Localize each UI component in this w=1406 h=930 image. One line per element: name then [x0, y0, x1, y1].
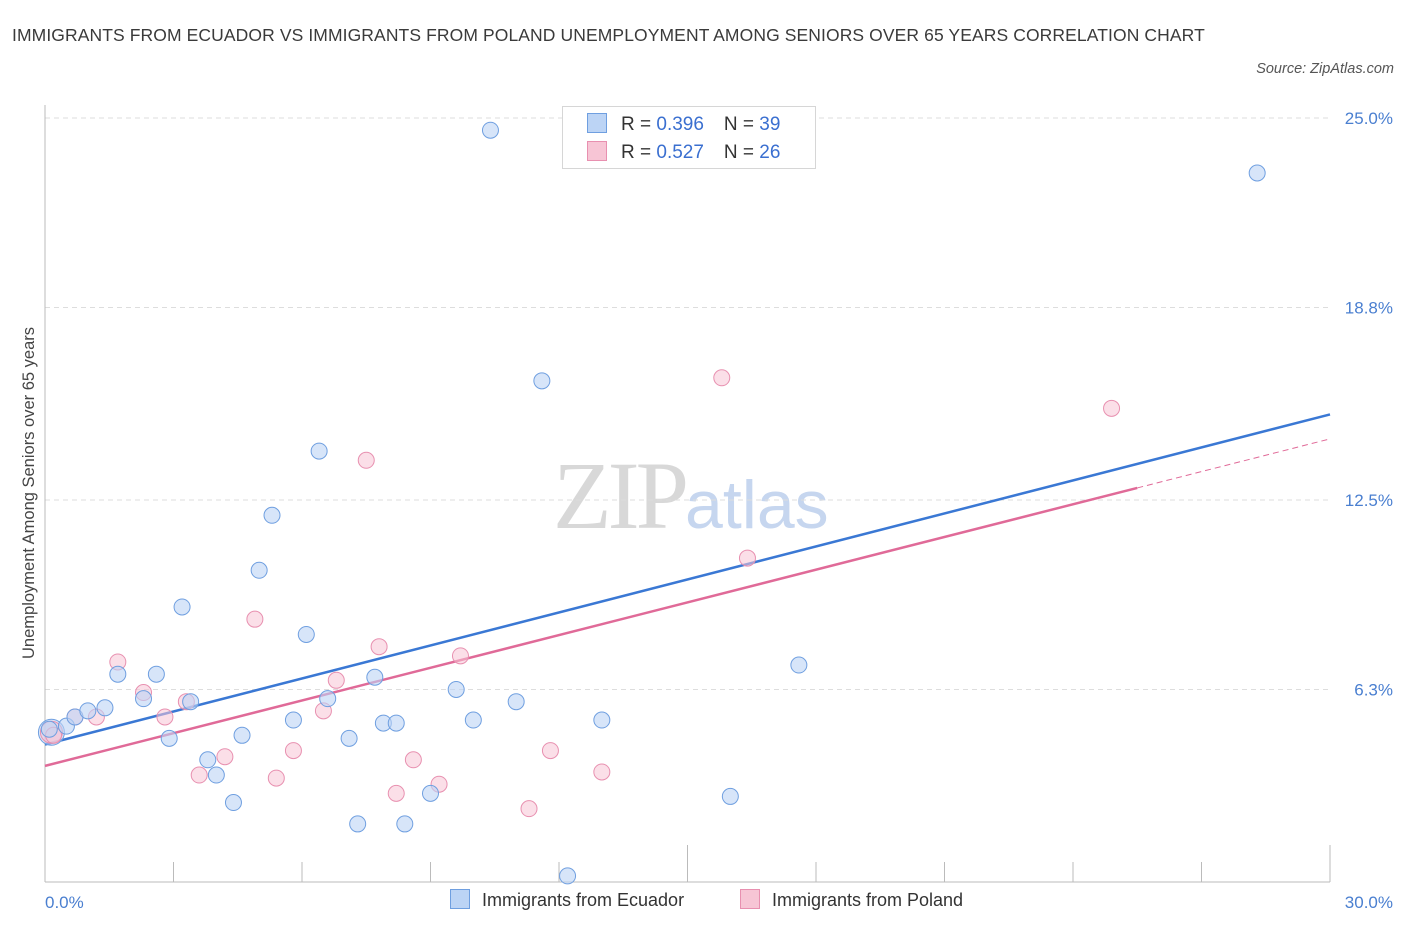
- data-point-ecuador: [173, 598, 191, 616]
- axes: [44, 105, 1331, 883]
- legend-n-label: N =: [723, 142, 760, 163]
- data-point-ecuador: [233, 726, 251, 744]
- data-point-ecuador: [366, 668, 384, 686]
- data-point-poland: [520, 800, 538, 818]
- legend-item-poland[interactable]: Immigrants from Poland: [740, 889, 963, 911]
- data-point-ecuador: [96, 699, 114, 717]
- data-point-ecuador: [349, 815, 367, 833]
- data-point-ecuador: [284, 711, 302, 729]
- data-point-poland: [357, 451, 375, 469]
- data-point-ecuador: [310, 442, 328, 460]
- data-point-ecuador: [1248, 164, 1266, 182]
- data-points: [37, 121, 1266, 885]
- y-tick-label: 6.3%: [1354, 680, 1393, 699]
- legend-row-ecuador: R = 0.396 N = 39: [587, 113, 780, 137]
- grid-lines: [45, 117, 1330, 690]
- chart-source: Source: ZipAtlas.com: [1256, 61, 1394, 77]
- data-point-ecuador: [40, 720, 58, 738]
- data-point-ecuador: [297, 625, 315, 643]
- legend-n-value: 26: [759, 142, 781, 163]
- data-point-ecuador: [147, 665, 165, 683]
- data-point-ecuador: [79, 702, 97, 720]
- data-point-ecuador: [387, 714, 405, 732]
- legend-swatch-poland: [740, 889, 760, 909]
- data-point-ecuador: [135, 690, 153, 708]
- data-point-ecuador: [464, 711, 482, 729]
- data-point-ecuador: [160, 729, 178, 747]
- data-point-ecuador: [340, 729, 358, 747]
- data-point-ecuador: [199, 751, 217, 769]
- data-point-ecuador: [422, 784, 439, 802]
- data-point-poland: [387, 784, 405, 802]
- legend-n-value: 39: [759, 114, 781, 135]
- data-point-ecuador: [533, 372, 551, 390]
- watermark-atlas: atlas: [685, 467, 829, 543]
- data-point-ecuador: [447, 680, 465, 698]
- data-point-poland: [404, 751, 422, 769]
- legend-label-poland: Immigrants from Poland: [772, 890, 964, 910]
- tick-labels: 6.3% 12.5% 18.8% 25.0% 0.0% 30.0% Unemployment…: [20, 109, 1393, 912]
- correlation-legend: R = 0.396 N = 39 R = 0.527 N = 26: [562, 106, 816, 169]
- trend-line-poland: [44, 486, 1138, 768]
- data-point-poland: [216, 748, 234, 766]
- legend-n-label: N =: [723, 114, 760, 135]
- series-legend: Immigrants from Ecuador Immigrants from …: [0, 889, 1406, 915]
- legend-r-label: R =: [621, 114, 657, 135]
- data-point-poland: [1103, 399, 1121, 417]
- data-point-poland: [541, 742, 559, 760]
- data-point-ecuador: [721, 787, 739, 805]
- data-point-poland: [713, 369, 731, 387]
- data-point-ecuador: [593, 711, 611, 729]
- legend-swatch-poland: [587, 141, 607, 161]
- data-point-poland: [738, 549, 756, 567]
- data-point-poland: [156, 708, 174, 726]
- data-point-poland: [593, 763, 611, 781]
- data-point-ecuador: [319, 690, 337, 708]
- legend-r-value: 0.527: [656, 142, 704, 163]
- data-point-poland: [327, 671, 345, 689]
- legend-label-ecuador: Immigrants from Ecuador: [482, 890, 685, 910]
- data-point-ecuador: [250, 561, 268, 579]
- data-point-ecuador: [263, 506, 281, 524]
- legend-swatch-ecuador: [450, 889, 470, 909]
- trend-line-poland-extension: [1137, 438, 1331, 489]
- data-point-ecuador: [396, 815, 414, 833]
- chart-title: IMMIGRANTS FROM ECUADOR VS IMMIGRANTS FR…: [12, 25, 1205, 45]
- data-point-poland: [451, 647, 469, 665]
- legend-swatch-ecuador: [587, 113, 607, 133]
- y-axis-label: Unemployment Among Seniors over 65 years: [20, 327, 38, 659]
- x-tick-label: 0.0%: [45, 893, 84, 912]
- watermark: ZIPatlas: [553, 440, 829, 551]
- trend-line-ecuador: [44, 413, 1331, 746]
- legend-r-label: R =: [621, 142, 657, 163]
- data-point-ecuador: [481, 121, 499, 139]
- y-tick-label: 25.0%: [1345, 109, 1393, 128]
- data-point-ecuador: [207, 766, 225, 784]
- data-point-poland: [190, 766, 208, 784]
- y-tick-label: 12.5%: [1345, 491, 1393, 510]
- y-tick-label: 18.8%: [1345, 298, 1393, 317]
- data-point-ecuador: [790, 656, 808, 674]
- x-tick-label: 30.0%: [1345, 893, 1393, 912]
- data-point-ecuador: [182, 693, 200, 711]
- data-point-ecuador: [559, 867, 577, 885]
- legend-row-poland: R = 0.527 N = 26: [587, 141, 780, 165]
- data-point-poland: [246, 610, 264, 628]
- legend-item-ecuador[interactable]: Immigrants from Ecuador: [450, 889, 684, 911]
- data-point-poland: [370, 638, 388, 656]
- data-point-ecuador: [109, 665, 127, 683]
- trend-lines: [44, 413, 1331, 768]
- data-point-ecuador: [507, 693, 525, 711]
- data-point-ecuador: [224, 794, 242, 812]
- data-point-poland: [284, 742, 302, 760]
- legend-r-value: 0.396: [656, 114, 704, 135]
- data-point-poland: [267, 769, 285, 787]
- watermark-zip: ZIP: [553, 442, 689, 549]
